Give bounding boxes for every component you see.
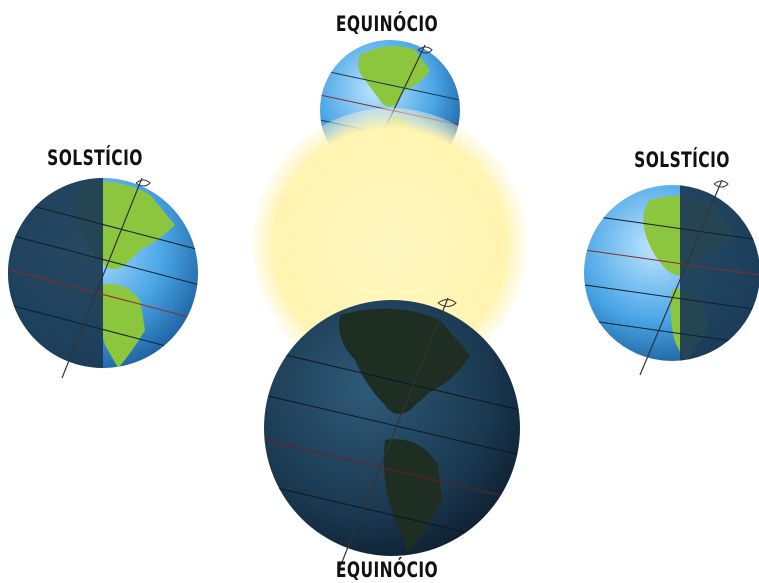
earth-right — [584, 179, 759, 376]
earth-left — [8, 177, 198, 379]
label-solstice-right: SOLSTÍCIO — [634, 148, 730, 172]
sun — [253, 108, 527, 382]
earth-bottom — [264, 297, 520, 573]
label-equinox-bottom: EQUINÓCIO — [335, 558, 439, 582]
label-solstice-left: SOLSTÍCIO — [47, 146, 143, 170]
label-equinox-top: EQUINÓCIO — [335, 12, 439, 36]
